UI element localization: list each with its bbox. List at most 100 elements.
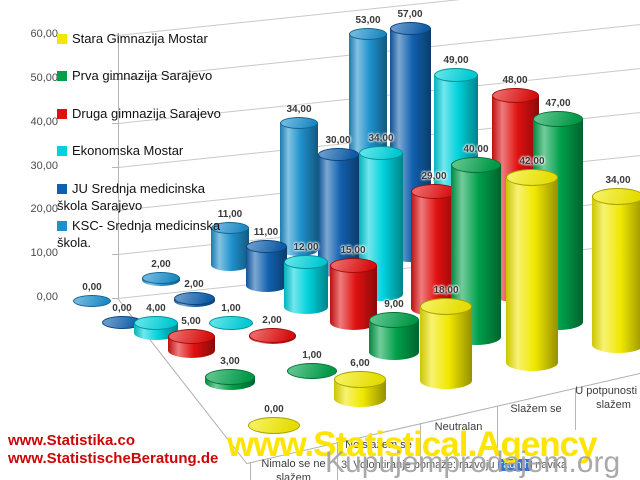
y-axis-tick bbox=[112, 254, 118, 256]
y-axis-tick-label: 20,00 bbox=[30, 203, 58, 216]
cylinder-body-s0-c3 bbox=[506, 177, 558, 371]
data-label: 47,00 bbox=[545, 97, 571, 109]
cylinder-top-s4-c3 bbox=[317, 147, 359, 161]
y-axis-tick-label: 60,00 bbox=[30, 28, 58, 40]
cylinder-top-s0-c1 bbox=[334, 370, 386, 388]
y-axis-tick bbox=[112, 298, 118, 299]
cylinder-top-s1-c1 bbox=[287, 362, 337, 379]
cylinder-body-s4-c3 bbox=[317, 154, 359, 277]
cylinder-top-s2-c2 bbox=[329, 258, 377, 273]
cylinder-body-s0-c2 bbox=[420, 306, 472, 389]
caption-text-suffix: navika bbox=[532, 459, 567, 471]
data-label: 34,00 bbox=[286, 104, 312, 116]
y-axis-tick-label: 10,00 bbox=[30, 247, 58, 260]
data-label: 9,00 bbox=[384, 298, 404, 310]
data-label: 29,00 bbox=[421, 170, 447, 182]
data-label: 0,00 bbox=[82, 282, 102, 293]
category-axis-tick bbox=[337, 442, 338, 480]
category-axis-label: Nimalo se ne slažem bbox=[261, 458, 326, 480]
cylinder-body-s0-c4 bbox=[592, 196, 640, 353]
category-axis-label: Ne slažem se bbox=[345, 439, 412, 452]
legend-item: Prva gimnazija Sarajevo bbox=[57, 67, 225, 84]
data-label: 49,00 bbox=[443, 54, 469, 66]
cylinder-top-s5-c1 bbox=[142, 272, 180, 285]
legend-swatch bbox=[57, 146, 67, 156]
cylinder-top-s5-c4 bbox=[349, 28, 387, 41]
cylinder-top-s3-c0 bbox=[134, 315, 178, 330]
legend-label: Stara Gimnazija Mostar bbox=[72, 31, 208, 46]
cylinder-top-s4-c1 bbox=[173, 292, 215, 306]
data-label: 18,00 bbox=[433, 284, 459, 296]
cylinder-top-s3-c3 bbox=[359, 146, 403, 161]
data-label: 34,00 bbox=[605, 175, 631, 187]
cylinder-top-s5-c2 bbox=[211, 222, 249, 235]
cylinder-top-s0-c4 bbox=[592, 188, 640, 206]
data-label: 6,00 bbox=[350, 357, 370, 369]
cylinder-top-s1-c0 bbox=[205, 368, 255, 385]
data-label: 0,00 bbox=[264, 403, 284, 415]
category-axis-tick bbox=[420, 423, 421, 466]
cylinder-top-s4-c2 bbox=[245, 240, 287, 254]
legend-label: JU Srednja medicinska škola Sarajevo bbox=[57, 181, 205, 213]
cylinder-top-s4-c4 bbox=[389, 21, 431, 35]
legend-label: Ekonomska Mostar bbox=[72, 143, 184, 158]
cylinder-top-s0-c0 bbox=[248, 416, 300, 434]
data-label: 11,00 bbox=[217, 209, 243, 221]
y-axis-tick bbox=[112, 35, 118, 36]
cylinder-top-s1-c4 bbox=[533, 110, 583, 127]
legend-label: KSC- Srednja medicinska škola. bbox=[57, 218, 221, 250]
category-axis-tick bbox=[497, 406, 498, 448]
category-axis-label: U potpunosti se slažem bbox=[575, 385, 640, 412]
watermark-statistika-link: www.Statistika.co bbox=[8, 432, 135, 449]
chart-caption: 3. Volontiranje pomaže: razvoju radnih n… bbox=[341, 459, 567, 471]
data-label: 2,00 bbox=[262, 314, 282, 326]
y-axis-tick-label: 50,00 bbox=[30, 71, 58, 84]
cylinder-body-s2-c3 bbox=[410, 191, 458, 316]
legend-swatch bbox=[57, 221, 67, 231]
data-label: 11,00 bbox=[253, 227, 279, 239]
cylinder-top-s1-c2 bbox=[369, 311, 419, 328]
watermark-kupujemprodajem: Kupujemprodajem.org bbox=[325, 446, 621, 479]
data-label: 1,00 bbox=[302, 349, 322, 361]
data-label: 2,00 bbox=[184, 279, 204, 291]
legend-label: Prva gimnazija Sarajevo bbox=[72, 68, 213, 83]
legend-swatch bbox=[57, 184, 67, 194]
y-axis-tick bbox=[112, 122, 118, 124]
data-label: 3,00 bbox=[220, 355, 240, 367]
y-axis-tick bbox=[112, 210, 118, 212]
data-label: 15,00 bbox=[340, 245, 366, 256]
cylinder-body-s2-c2 bbox=[329, 265, 377, 330]
category-axis-tick bbox=[250, 462, 251, 480]
cylinder-top-s2-c4 bbox=[491, 88, 539, 104]
data-label: 48,00 bbox=[502, 75, 528, 87]
y-axis-line bbox=[118, 35, 119, 298]
legend-label: Druga gimnazija Sarajevo bbox=[72, 106, 221, 121]
data-label: 57,00 bbox=[397, 8, 423, 20]
y-axis-tick bbox=[112, 78, 118, 80]
data-label: 0,00 bbox=[112, 302, 132, 314]
category-axis-tick bbox=[575, 388, 576, 431]
category-axis-label: Neutralan bbox=[434, 420, 483, 433]
legend-item: JU Srednja medicinska škola Sarajevo bbox=[57, 180, 225, 214]
data-label: 4,00 bbox=[146, 302, 166, 314]
y-axis-tick-label: 0,00 bbox=[36, 291, 58, 303]
cylinder-top-s0-c2 bbox=[420, 297, 472, 315]
cylinder-body-s5-c3 bbox=[280, 123, 318, 256]
data-label: 2,00 bbox=[151, 259, 171, 271]
data-label: 12,00 bbox=[293, 241, 319, 253]
data-label: 42,00 bbox=[519, 156, 545, 168]
cylinder-top-s2-c0 bbox=[167, 329, 215, 344]
cylinder-top-s3-c4 bbox=[434, 67, 478, 82]
cylinder-top-s1-c3 bbox=[451, 157, 501, 173]
watermark-statistischeberatung-link: www.StatistischeBeratung.de bbox=[8, 450, 219, 467]
data-label: 1,00 bbox=[221, 302, 241, 314]
caption-highlight: radnih bbox=[497, 459, 533, 471]
legend-item: KSC- Srednja medicinska škola. bbox=[57, 217, 225, 251]
legend-swatch bbox=[57, 109, 67, 119]
legend-swatch bbox=[57, 34, 67, 44]
cylinder-top-s2-c1 bbox=[248, 327, 296, 343]
cylinder-top-s0-c3 bbox=[506, 169, 558, 187]
cylinder-top-s3-c2 bbox=[284, 254, 328, 269]
cylinder-top-s3-c1 bbox=[209, 315, 253, 330]
